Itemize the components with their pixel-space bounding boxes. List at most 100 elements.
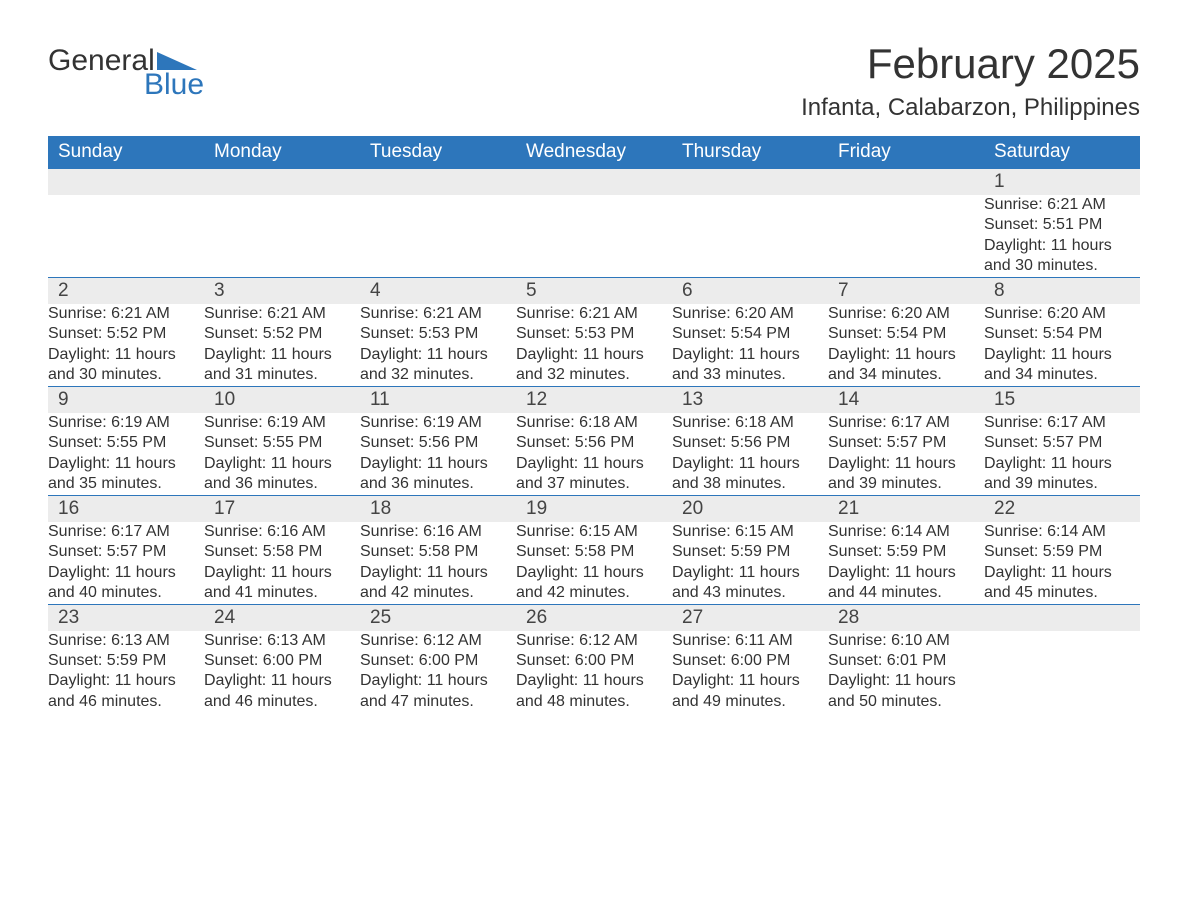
day-number: 16: [48, 496, 204, 522]
sunset-text: Sunset: 5:54 PM: [828, 324, 984, 344]
day-cell: Sunrise: 6:17 AMSunset: 5:57 PMDaylight:…: [828, 413, 984, 495]
day-number: 19: [516, 496, 672, 522]
sunset-text: Sunset: 6:00 PM: [672, 651, 828, 671]
day-cell: Sunrise: 6:19 AMSunset: 5:55 PMDaylight:…: [48, 413, 204, 495]
flag-icon: [157, 48, 197, 70]
sunset-text: Sunset: 5:58 PM: [516, 542, 672, 562]
sunset-text: Sunset: 5:54 PM: [672, 324, 828, 344]
day-number: 7: [828, 278, 984, 304]
day-cell: Sunrise: 6:17 AMSunset: 5:57 PMDaylight:…: [48, 522, 204, 604]
daylight-text: Daylight: 11 hours and 38 minutes.: [672, 454, 828, 495]
logo: General Blue: [48, 46, 204, 100]
daylight-text: Daylight: 11 hours and 50 minutes.: [828, 671, 984, 712]
week-daynum-row: 9101112131415: [48, 386, 1140, 413]
day-cell: Sunrise: 6:18 AMSunset: 5:56 PMDaylight:…: [516, 413, 672, 495]
day-cell: Sunrise: 6:20 AMSunset: 5:54 PMDaylight:…: [672, 304, 828, 386]
day-number: 23: [48, 605, 204, 631]
week-daynum-row: 232425262728: [48, 604, 1140, 631]
day-cell: Sunrise: 6:13 AMSunset: 5:59 PMDaylight:…: [48, 631, 204, 713]
daylight-text: Daylight: 11 hours and 35 minutes.: [48, 454, 204, 495]
day-number: 24: [204, 605, 360, 631]
week-daynum-row: 2345678: [48, 277, 1140, 304]
day-number: 3: [204, 278, 360, 304]
sunrise-text: Sunrise: 6:17 AM: [48, 522, 204, 542]
daylight-text: Daylight: 11 hours and 42 minutes.: [360, 563, 516, 604]
day-cell: Sunrise: 6:21 AMSunset: 5:51 PMDaylight:…: [984, 195, 1140, 277]
sunrise-text: Sunrise: 6:18 AM: [672, 413, 828, 433]
sunset-text: Sunset: 5:57 PM: [48, 542, 204, 562]
day-number-empty: [360, 169, 516, 195]
day-number: 17: [204, 496, 360, 522]
sunrise-text: Sunrise: 6:10 AM: [828, 631, 984, 651]
day-cell: [516, 195, 672, 277]
sunset-text: Sunset: 5:58 PM: [360, 542, 516, 562]
day-cell: Sunrise: 6:17 AMSunset: 5:57 PMDaylight:…: [984, 413, 1140, 495]
day-cell: Sunrise: 6:12 AMSunset: 6:00 PMDaylight:…: [360, 631, 516, 713]
sunrise-text: Sunrise: 6:18 AM: [516, 413, 672, 433]
sunrise-text: Sunrise: 6:19 AM: [48, 413, 204, 433]
sunset-text: Sunset: 5:54 PM: [984, 324, 1140, 344]
sunset-text: Sunset: 6:00 PM: [516, 651, 672, 671]
month-title: February 2025: [801, 40, 1140, 88]
day-number: 13: [672, 387, 828, 413]
day-cell: Sunrise: 6:21 AMSunset: 5:52 PMDaylight:…: [48, 304, 204, 386]
day-cell: Sunrise: 6:14 AMSunset: 5:59 PMDaylight:…: [828, 522, 984, 604]
daylight-text: Daylight: 11 hours and 40 minutes.: [48, 563, 204, 604]
daylight-text: Daylight: 11 hours and 30 minutes.: [984, 236, 1140, 277]
day-number: 21: [828, 496, 984, 522]
day-number: 22: [984, 496, 1140, 522]
daylight-text: Daylight: 11 hours and 32 minutes.: [360, 345, 516, 386]
daylight-text: Daylight: 11 hours and 33 minutes.: [672, 345, 828, 386]
day-cell: Sunrise: 6:16 AMSunset: 5:58 PMDaylight:…: [204, 522, 360, 604]
sunrise-text: Sunrise: 6:20 AM: [984, 304, 1140, 324]
sunset-text: Sunset: 6:00 PM: [360, 651, 516, 671]
day-cell: [48, 195, 204, 277]
sunset-text: Sunset: 5:55 PM: [48, 433, 204, 453]
weekday-header: Saturday: [984, 136, 1140, 169]
sunrise-text: Sunrise: 6:21 AM: [204, 304, 360, 324]
weekday-header: Wednesday: [516, 136, 672, 169]
sunrise-text: Sunrise: 6:21 AM: [360, 304, 516, 324]
day-number-empty: [204, 169, 360, 195]
sunrise-text: Sunrise: 6:16 AM: [204, 522, 360, 542]
daylight-text: Daylight: 11 hours and 30 minutes.: [48, 345, 204, 386]
sunrise-text: Sunrise: 6:12 AM: [360, 631, 516, 651]
day-cell: Sunrise: 6:20 AMSunset: 5:54 PMDaylight:…: [984, 304, 1140, 386]
sunset-text: Sunset: 5:59 PM: [984, 542, 1140, 562]
sunset-text: Sunset: 6:01 PM: [828, 651, 984, 671]
day-number: 12: [516, 387, 672, 413]
daylight-text: Daylight: 11 hours and 36 minutes.: [204, 454, 360, 495]
day-number: 9: [48, 387, 204, 413]
day-number-empty: [48, 169, 204, 195]
daylight-text: Daylight: 11 hours and 32 minutes.: [516, 345, 672, 386]
daylight-text: Daylight: 11 hours and 45 minutes.: [984, 563, 1140, 604]
sunrise-text: Sunrise: 6:19 AM: [360, 413, 516, 433]
day-cell: Sunrise: 6:14 AMSunset: 5:59 PMDaylight:…: [984, 522, 1140, 604]
day-number: 5: [516, 278, 672, 304]
sunrise-text: Sunrise: 6:13 AM: [48, 631, 204, 651]
day-cell: Sunrise: 6:18 AMSunset: 5:56 PMDaylight:…: [672, 413, 828, 495]
sunset-text: Sunset: 5:57 PM: [984, 433, 1140, 453]
day-number: 11: [360, 387, 516, 413]
logo-text-blue: Blue: [144, 70, 204, 100]
day-cell: Sunrise: 6:21 AMSunset: 5:52 PMDaylight:…: [204, 304, 360, 386]
sunrise-text: Sunrise: 6:14 AM: [984, 522, 1140, 542]
sunrise-text: Sunrise: 6:19 AM: [204, 413, 360, 433]
sunset-text: Sunset: 6:00 PM: [204, 651, 360, 671]
sunrise-text: Sunrise: 6:21 AM: [984, 195, 1140, 215]
day-cell: Sunrise: 6:11 AMSunset: 6:00 PMDaylight:…: [672, 631, 828, 713]
day-number-empty: [828, 169, 984, 195]
daylight-text: Daylight: 11 hours and 49 minutes.: [672, 671, 828, 712]
day-cell: [672, 195, 828, 277]
sunset-text: Sunset: 5:59 PM: [828, 542, 984, 562]
day-number: 4: [360, 278, 516, 304]
daylight-text: Daylight: 11 hours and 44 minutes.: [828, 563, 984, 604]
sunrise-text: Sunrise: 6:12 AM: [516, 631, 672, 651]
day-number: 26: [516, 605, 672, 631]
day-cell: Sunrise: 6:15 AMSunset: 5:58 PMDaylight:…: [516, 522, 672, 604]
sunrise-text: Sunrise: 6:17 AM: [984, 413, 1140, 433]
sunset-text: Sunset: 5:58 PM: [204, 542, 360, 562]
week-body-row: Sunrise: 6:21 AMSunset: 5:52 PMDaylight:…: [48, 304, 1140, 386]
sunrise-text: Sunrise: 6:16 AM: [360, 522, 516, 542]
day-number: 28: [828, 605, 984, 631]
